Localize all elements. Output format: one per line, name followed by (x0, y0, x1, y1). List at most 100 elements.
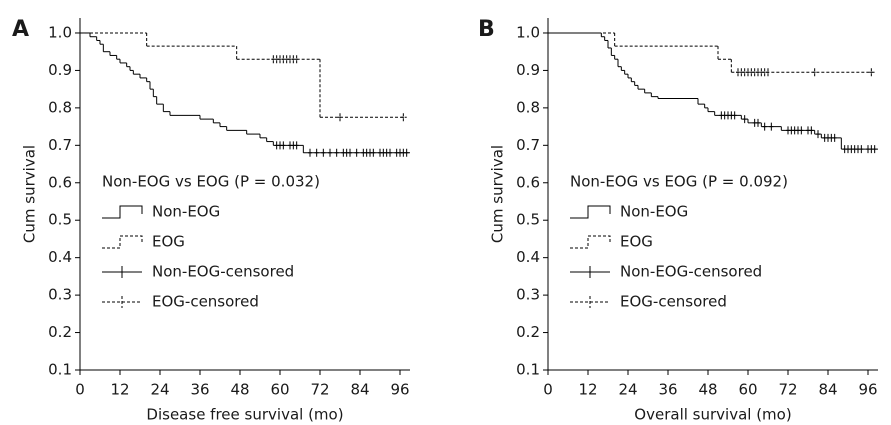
censor-mark (271, 55, 276, 64)
y-tick-label: 0.9 (516, 61, 540, 79)
legend-symbol (102, 235, 143, 249)
y-tick-label: 0.6 (48, 173, 72, 191)
censor-mark (401, 148, 406, 157)
censor-mark (404, 148, 409, 157)
censor-mark (354, 148, 359, 157)
y-tick-label: 0.3 (516, 286, 540, 304)
censor-mark (314, 148, 319, 157)
censor-mark (328, 148, 332, 157)
censor-mark (759, 68, 764, 77)
censor-mark (742, 115, 747, 124)
y-tick-label: 0.7 (48, 136, 72, 154)
legend-symbol (570, 235, 611, 249)
x-axis-label: Overall survival (mo) (634, 406, 791, 424)
censor-mark (756, 118, 760, 127)
y-tick-label: 0.5 (48, 211, 72, 229)
censor-mark (274, 55, 279, 64)
x-tick-label: 12 (578, 381, 597, 399)
y-tick-label: 0.6 (516, 173, 540, 191)
censor-mark (732, 111, 737, 120)
censor-mark (769, 122, 774, 131)
censor-mark (288, 55, 292, 64)
y-tick-label: 0.7 (516, 136, 540, 154)
legend-symbol (570, 266, 610, 278)
legend-label: Non-EOG (620, 203, 688, 221)
x-tick-label: 84 (350, 381, 369, 399)
x-axis-label: Disease free survival (mo) (146, 406, 343, 424)
censor-mark (749, 68, 754, 77)
censor-mark (371, 148, 376, 157)
censor-mark (752, 68, 757, 77)
y-tick-label: 0.2 (516, 323, 540, 341)
legend-label: EOG-censored (152, 293, 259, 311)
y-tick-label: 0.3 (48, 286, 72, 304)
x-tick-label: 24 (150, 381, 169, 399)
legend-label: EOG-censored (620, 293, 727, 311)
y-tick-label: 1.0 (48, 23, 72, 41)
censor-mark (278, 55, 282, 64)
y-tick-label: 0.1 (516, 361, 540, 379)
censor-mark (859, 145, 864, 154)
legend-label: EOG (152, 233, 185, 251)
legend-symbol (570, 205, 611, 219)
censor-mark (812, 68, 817, 77)
x-tick-label: 96 (390, 381, 409, 399)
y-tick-label: 1.0 (516, 23, 540, 41)
censor-mark (809, 126, 814, 135)
censor-mark (849, 145, 854, 154)
censor-mark (348, 148, 352, 157)
censor-mark (789, 126, 794, 135)
y-axis-label: Cum survival (489, 145, 507, 243)
censor-mark (338, 113, 342, 122)
legend-label: Non-EOG-censored (620, 263, 762, 281)
x-tick-label: 0 (75, 381, 85, 399)
legend-label: Non-EOG (152, 203, 220, 221)
x-tick-label: 12 (110, 381, 129, 399)
censor-mark (341, 148, 346, 157)
censor-mark (719, 111, 724, 120)
y-tick-label: 0.4 (516, 248, 540, 266)
censor-mark (762, 122, 767, 131)
x-tick-label: 60 (738, 381, 757, 399)
censor-mark (739, 68, 744, 77)
y-tick-label: 0.2 (48, 323, 72, 341)
x-tick-label: 48 (230, 381, 249, 399)
x-tick-label: 36 (190, 381, 209, 399)
censor-mark (334, 148, 339, 157)
censor-mark (829, 133, 834, 142)
censor-mark (799, 126, 804, 135)
censor-mark (816, 130, 820, 139)
censor-mark (321, 148, 326, 157)
x-tick-label: 36 (658, 381, 677, 399)
y-tick-label: 0.9 (48, 61, 72, 79)
legend-title: Non-EOG vs EOG (P = 0.032) (102, 173, 320, 191)
censor-mark (294, 55, 299, 64)
censor-mark (401, 113, 406, 122)
y-tick-label: 0.8 (516, 98, 540, 116)
censor-mark (308, 148, 312, 157)
x-tick-label: 96 (858, 381, 877, 399)
legend-symbol (102, 205, 143, 219)
censor-mark (284, 55, 289, 64)
legend-label: EOG (620, 233, 653, 251)
y-tick-label: 0.8 (48, 98, 72, 116)
y-tick-label: 0.1 (48, 361, 72, 379)
legend-symbol (102, 266, 142, 278)
censor-mark (746, 68, 750, 77)
censor-mark (762, 68, 767, 77)
legend-label: Non-EOG-censored (152, 263, 294, 281)
censor-mark (291, 141, 296, 150)
censor-mark (832, 133, 837, 142)
censor-mark (872, 145, 877, 154)
censor-mark (291, 55, 296, 64)
legend-symbol (102, 296, 142, 308)
censor-mark (766, 68, 770, 77)
censor-mark (381, 148, 386, 157)
censor-mark (361, 148, 366, 157)
x-tick-label: 60 (270, 381, 289, 399)
x-tick-label: 72 (310, 381, 329, 399)
censor-mark (388, 148, 392, 157)
panel-label: B (478, 17, 495, 42)
censor-mark (756, 68, 760, 77)
